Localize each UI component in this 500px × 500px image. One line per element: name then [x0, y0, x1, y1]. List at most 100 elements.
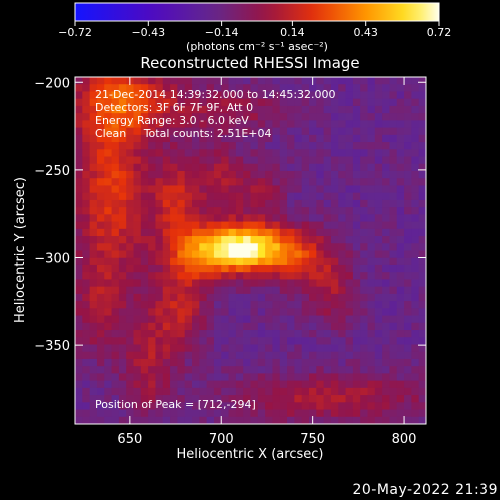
heatmap-cell [367, 279, 376, 288]
heatmap-cell [104, 228, 113, 237]
heatmap-cell [294, 127, 303, 136]
heatmap-cell [206, 402, 215, 411]
heatmap-cell [418, 127, 426, 136]
heatmap-cell [228, 199, 237, 208]
heatmap-cell [75, 315, 83, 324]
heatmap-cell [404, 142, 412, 150]
heatmap-cell [192, 185, 200, 194]
heatmap-cell [396, 149, 405, 158]
heatmap-cell [345, 105, 354, 114]
heatmap-cell [316, 156, 325, 165]
heatmap-cell [382, 214, 391, 223]
heatmap-cell [279, 163, 288, 172]
heatmap-cell [155, 98, 164, 107]
heatmap-cell [148, 243, 157, 252]
heatmap-cell [213, 409, 222, 418]
heatmap-cell [250, 373, 259, 382]
heatmap-cell [96, 77, 105, 85]
heatmap-cell [309, 402, 317, 411]
heatmap-cell [272, 105, 281, 114]
heatmap-cell [133, 257, 142, 266]
heatmap-cell [367, 322, 376, 331]
heatmap-cell [374, 142, 383, 150]
heatmap-cell [374, 98, 383, 107]
heatmap-cell [418, 380, 426, 389]
heatmap-cell [250, 250, 259, 259]
heatmap-cell [170, 301, 178, 309]
heatmap-cell [411, 344, 420, 353]
heatmap-cell [279, 127, 288, 136]
heatmap-cell [323, 301, 332, 309]
heatmap-cell [155, 199, 164, 208]
heatmap-cell [330, 199, 339, 208]
heatmap-cell [301, 315, 310, 324]
heatmap-cell [148, 308, 157, 317]
heatmap-cell [265, 373, 274, 382]
heatmap-cell [374, 91, 383, 100]
heatmap-cell [418, 264, 426, 273]
heatmap-cell [199, 192, 208, 201]
heatmap-cell [352, 380, 361, 389]
heatmap-cell [367, 264, 376, 273]
heatmap-cell [126, 214, 135, 223]
heatmap-cell [330, 142, 339, 150]
heatmap-cell [301, 228, 310, 237]
heatmap-cell [404, 185, 412, 194]
heatmap-cell [323, 91, 332, 100]
heatmap-cell [287, 373, 295, 382]
heatmap-cell [279, 344, 288, 353]
heatmap-cell [272, 416, 281, 424]
heatmap-cell [411, 330, 420, 338]
heatmap-cell [389, 163, 398, 172]
heatmap-cell [382, 395, 391, 403]
heatmap-cell [338, 366, 347, 374]
heatmap-cell [213, 387, 222, 396]
heatmap-cell [265, 214, 274, 223]
heatmap-cell [279, 301, 288, 309]
heatmap-cell [360, 279, 369, 288]
heatmap-cell [294, 207, 303, 215]
heatmap-cell [360, 207, 369, 215]
heatmap-cell [184, 221, 193, 230]
heatmap-cell [309, 264, 317, 273]
heatmap-cell [170, 236, 178, 244]
heatmap-cell [418, 293, 426, 302]
heatmap-cell [140, 373, 149, 382]
heatmap-cell [374, 351, 383, 360]
heatmap-cell [162, 250, 171, 259]
heatmap-cell [323, 279, 332, 288]
heatmap-cell [221, 113, 230, 121]
heatmap-cell [206, 322, 215, 331]
heatmap-cell [82, 395, 91, 403]
heatmap-cell [140, 322, 149, 331]
heatmap-cell [140, 236, 149, 244]
heatmap-cell [213, 351, 222, 360]
heatmap-cell [111, 207, 120, 215]
heatmap-cell [389, 337, 398, 346]
heatmap-cell [411, 98, 420, 107]
heatmap-cell [133, 228, 142, 237]
heatmap-cell [250, 105, 259, 114]
heatmap-cell [96, 163, 105, 172]
heatmap-cell [162, 142, 171, 150]
heatmap-cell [96, 387, 105, 396]
heatmap-cell [257, 142, 266, 150]
heatmap-cell [265, 243, 274, 252]
heatmap-cell [155, 163, 164, 172]
heatmap-cell [265, 134, 274, 143]
heatmap-cell [243, 192, 252, 201]
heatmap-cell [301, 98, 310, 107]
heatmap-cell [111, 199, 120, 208]
heatmap-cell [228, 373, 237, 382]
heatmap-cell [118, 286, 127, 295]
heatmap-cell [279, 178, 288, 187]
heatmap-cell [389, 77, 398, 85]
heatmap-cell [338, 163, 347, 172]
heatmap-cell [345, 315, 354, 324]
heatmap-cell [126, 98, 135, 107]
heatmap-cell [199, 366, 208, 374]
heatmap-cell [184, 199, 193, 208]
heatmap-cell [294, 257, 303, 266]
heatmap-cell [360, 308, 369, 317]
heatmap-cell [199, 105, 208, 114]
